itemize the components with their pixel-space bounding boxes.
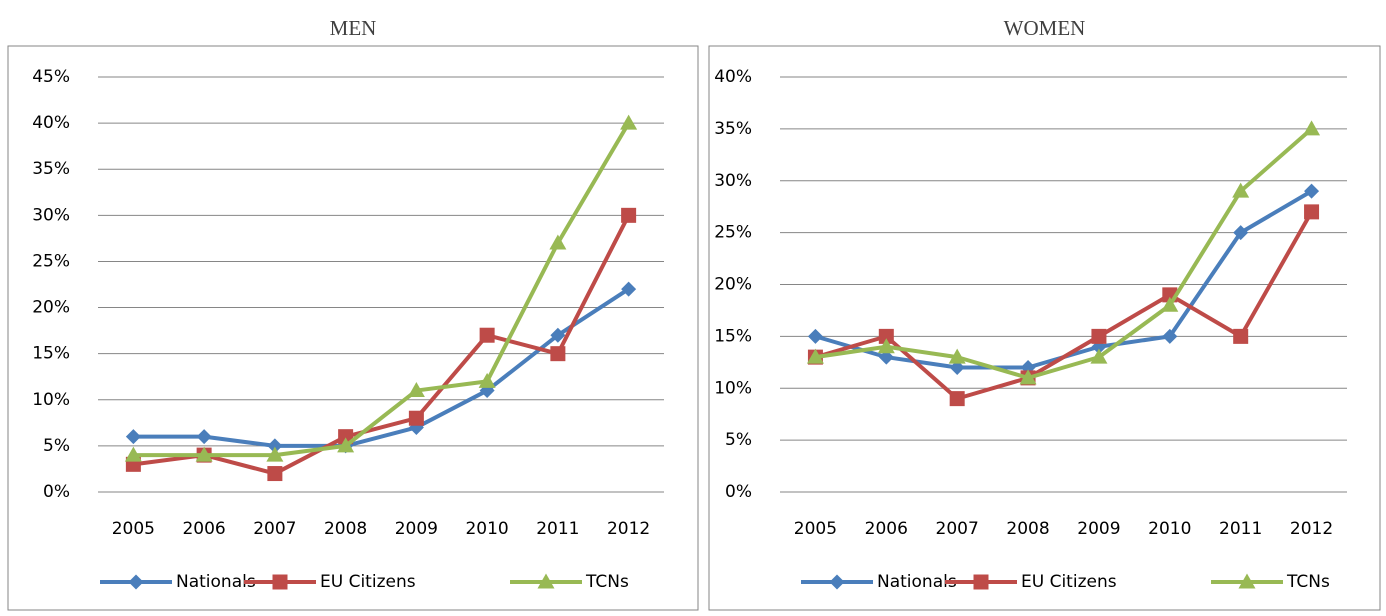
- x-tick-label: 2005: [794, 519, 837, 539]
- x-tick-label: 2009: [1077, 519, 1120, 539]
- marker: [878, 328, 894, 344]
- marker: [338, 429, 354, 445]
- chart-title: MEN: [330, 16, 377, 40]
- x-tick-label: 2006: [182, 519, 225, 539]
- legend-label: TCNs: [1286, 572, 1330, 592]
- marker: [621, 207, 637, 223]
- y-tick-label: 30%: [714, 171, 752, 191]
- series-line: [133, 287, 630, 448]
- marker: [1019, 369, 1037, 385]
- x-tick-label: 2007: [936, 519, 979, 539]
- x-tick-label: 2011: [536, 519, 579, 539]
- marker: [408, 410, 424, 426]
- chart-title: WOMEN: [1004, 16, 1086, 40]
- marker: [549, 234, 567, 250]
- y-tick-label: 45%: [32, 67, 70, 87]
- marker: [267, 438, 283, 454]
- marker: [949, 360, 965, 375]
- y-tick-label: 40%: [32, 113, 70, 133]
- marker: [1233, 328, 1249, 344]
- y-tick-label: 25%: [32, 251, 70, 271]
- marker: [550, 327, 566, 343]
- marker: [877, 338, 895, 354]
- x-tick-label: 2007: [253, 519, 296, 539]
- marker: [124, 446, 142, 462]
- marker: [949, 391, 965, 407]
- marker: [878, 349, 894, 365]
- legend-marker: [537, 573, 555, 589]
- marker: [266, 446, 284, 462]
- marker: [337, 437, 355, 453]
- chart: MEN 0% 5% 10% 15% 20% 25% 30% 35% 40% 45% 2005 2006 2…: [7, 16, 699, 611]
- series-line: [133, 214, 631, 476]
- y-tick-label: 5%: [43, 436, 70, 456]
- legend-label: Nationals: [877, 572, 957, 592]
- x-tick-label: 2010: [465, 519, 508, 539]
- legend-label: EU Citizens: [1021, 572, 1117, 592]
- panel: [7, 45, 699, 611]
- x-tick-label: 2009: [395, 519, 438, 539]
- marker: [1304, 204, 1320, 220]
- y-tick-label: 35%: [32, 159, 70, 179]
- marker: [195, 446, 213, 462]
- marker: [1303, 120, 1321, 136]
- series-line: [133, 122, 631, 458]
- y-tick-label: 15%: [714, 326, 752, 346]
- y-tick-label: 35%: [714, 119, 752, 139]
- marker: [807, 328, 823, 344]
- x-tick-label: 2005: [112, 519, 155, 539]
- x-tick-label: 2012: [607, 519, 650, 539]
- legend-marker: [128, 574, 144, 590]
- marker: [267, 466, 283, 482]
- legend-label: TCNs: [585, 572, 629, 592]
- legend-label: EU Citizens: [320, 572, 416, 592]
- marker: [1090, 348, 1108, 364]
- series-line: [815, 127, 1313, 380]
- y-tick-label: 15%: [32, 344, 70, 364]
- y-tick-label: 0%: [725, 482, 752, 502]
- y-tick-label: 25%: [714, 223, 752, 243]
- legend-marker: [973, 574, 989, 590]
- marker: [1161, 296, 1179, 312]
- y-tick-label: 40%: [714, 67, 752, 87]
- legend-marker: [829, 574, 845, 590]
- marker: [1091, 328, 1107, 344]
- marker: [407, 382, 425, 398]
- chart: WOMEN 0% 5% 10% 15% 20% 25% 30% 35% 40% 2005 2006 20…: [708, 16, 1381, 611]
- x-tick-label: 2008: [1006, 519, 1049, 539]
- marker: [1232, 182, 1250, 198]
- y-tick-label: 0%: [43, 482, 70, 502]
- marker: [806, 348, 824, 364]
- y-tick-label: 10%: [32, 390, 70, 410]
- x-tick-label: 2006: [865, 519, 908, 539]
- x-tick-label: 2012: [1290, 519, 1333, 539]
- x-tick-label: 2011: [1219, 519, 1262, 539]
- marker: [948, 348, 966, 364]
- marker: [620, 114, 638, 130]
- x-tick-label: 2010: [1148, 519, 1191, 539]
- marker: [125, 429, 141, 445]
- marker: [479, 327, 495, 343]
- marker: [196, 429, 212, 445]
- marker: [1233, 225, 1249, 241]
- legend-marker: [272, 574, 288, 590]
- y-tick-label: 20%: [714, 275, 752, 295]
- panel: [708, 45, 1381, 611]
- marker: [550, 346, 566, 362]
- legend-marker: [1238, 573, 1256, 589]
- x-tick-label: 2008: [324, 519, 367, 539]
- y-tick-label: 5%: [725, 430, 752, 450]
- legend-label: Nationals: [176, 572, 256, 592]
- y-tick-label: 20%: [32, 298, 70, 318]
- marker: [1304, 183, 1320, 199]
- y-tick-label: 30%: [32, 205, 70, 225]
- y-tick-label: 10%: [714, 378, 752, 398]
- marker: [478, 372, 496, 388]
- marker: [621, 281, 637, 297]
- marker: [1162, 328, 1178, 344]
